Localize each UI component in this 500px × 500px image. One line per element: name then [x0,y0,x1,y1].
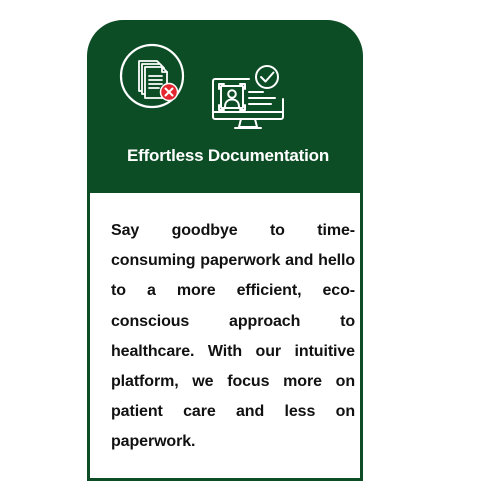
card-title: Effortless Documentation [126,146,330,165]
documents-cancel-icon [119,43,185,109]
card-description: Say goodbye to time-consuming paperwork … [111,222,355,451]
documentation-feature-card: Effortless Documentation Say goodbye to … [87,20,363,481]
monitor-user-verified-icon [212,65,284,129]
card-body: Say goodbye to time-consuming paperwork … [90,193,360,478]
